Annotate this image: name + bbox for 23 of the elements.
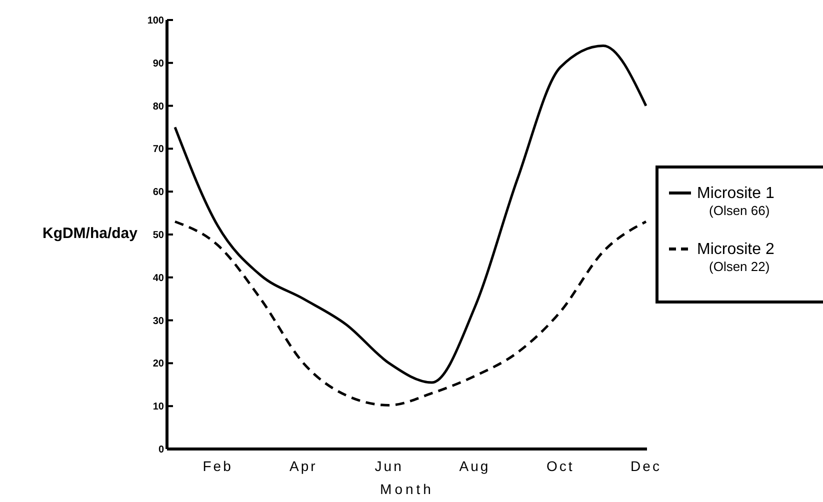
y-tick-label: 20 bbox=[152, 358, 164, 370]
y-tick-label: 100 bbox=[147, 16, 164, 26]
x-axis-title: Month bbox=[380, 481, 434, 497]
y-tick-label: 10 bbox=[152, 402, 164, 413]
x-tick-label: Feb bbox=[202, 458, 233, 474]
x-tick-label: Dec bbox=[630, 458, 662, 474]
y-tick-label: 0 bbox=[158, 444, 164, 456]
line-series bbox=[174, 44, 648, 384]
y-tick-label: 30 bbox=[152, 316, 164, 327]
y-tick-label: 90 bbox=[152, 58, 164, 70]
y-tick-label: 70 bbox=[152, 144, 164, 156]
x-tick-label: Apr bbox=[290, 458, 318, 474]
line-series bbox=[174, 220, 648, 406]
y-tick-label: 40 bbox=[152, 272, 164, 284]
legend-label: Microsite 1 (Olsen 66) bbox=[697, 185, 774, 218]
x-tick-label: Aug bbox=[459, 458, 490, 474]
x-tick-label: Oct bbox=[546, 458, 574, 474]
x-tick-label: Jun bbox=[374, 458, 404, 474]
legend-label: Microsite 2 (Olsen 22) bbox=[697, 241, 774, 274]
y-tick-label: 80 bbox=[152, 101, 164, 112]
y-axis-title: KgDM/ha/day bbox=[42, 225, 138, 242]
y-tick-label: 60 bbox=[152, 187, 164, 198]
y-tick-label: 50 bbox=[152, 230, 164, 241]
